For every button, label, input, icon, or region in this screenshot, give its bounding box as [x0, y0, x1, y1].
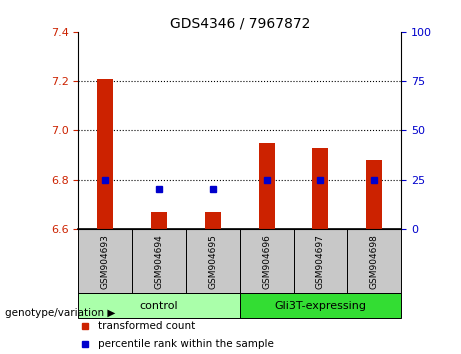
Title: GDS4346 / 7967872: GDS4346 / 7967872	[170, 17, 310, 31]
Text: percentile rank within the sample: percentile rank within the sample	[98, 339, 274, 349]
Text: GSM904695: GSM904695	[208, 234, 217, 289]
Bar	[259, 143, 275, 229]
Bar	[97, 79, 113, 229]
Bar	[240, 293, 401, 318]
Bar	[78, 229, 132, 293]
Text: GSM904694: GSM904694	[154, 234, 164, 289]
Text: GSM904697: GSM904697	[316, 234, 325, 289]
Bar	[366, 160, 382, 229]
Text: GSM904693: GSM904693	[101, 234, 110, 289]
Bar	[186, 229, 240, 293]
Bar	[151, 212, 167, 229]
Bar	[240, 229, 294, 293]
Text: Gli3T-expressing: Gli3T-expressing	[274, 301, 366, 311]
Bar	[294, 229, 347, 293]
Bar	[205, 212, 221, 229]
Text: control: control	[140, 301, 178, 311]
Text: genotype/variation ▶: genotype/variation ▶	[5, 308, 115, 318]
Text: GSM904696: GSM904696	[262, 234, 271, 289]
Text: GSM904698: GSM904698	[370, 234, 378, 289]
Bar	[313, 148, 328, 229]
Bar	[78, 293, 240, 318]
Bar	[132, 229, 186, 293]
Bar	[347, 229, 401, 293]
Text: transformed count: transformed count	[98, 321, 195, 331]
